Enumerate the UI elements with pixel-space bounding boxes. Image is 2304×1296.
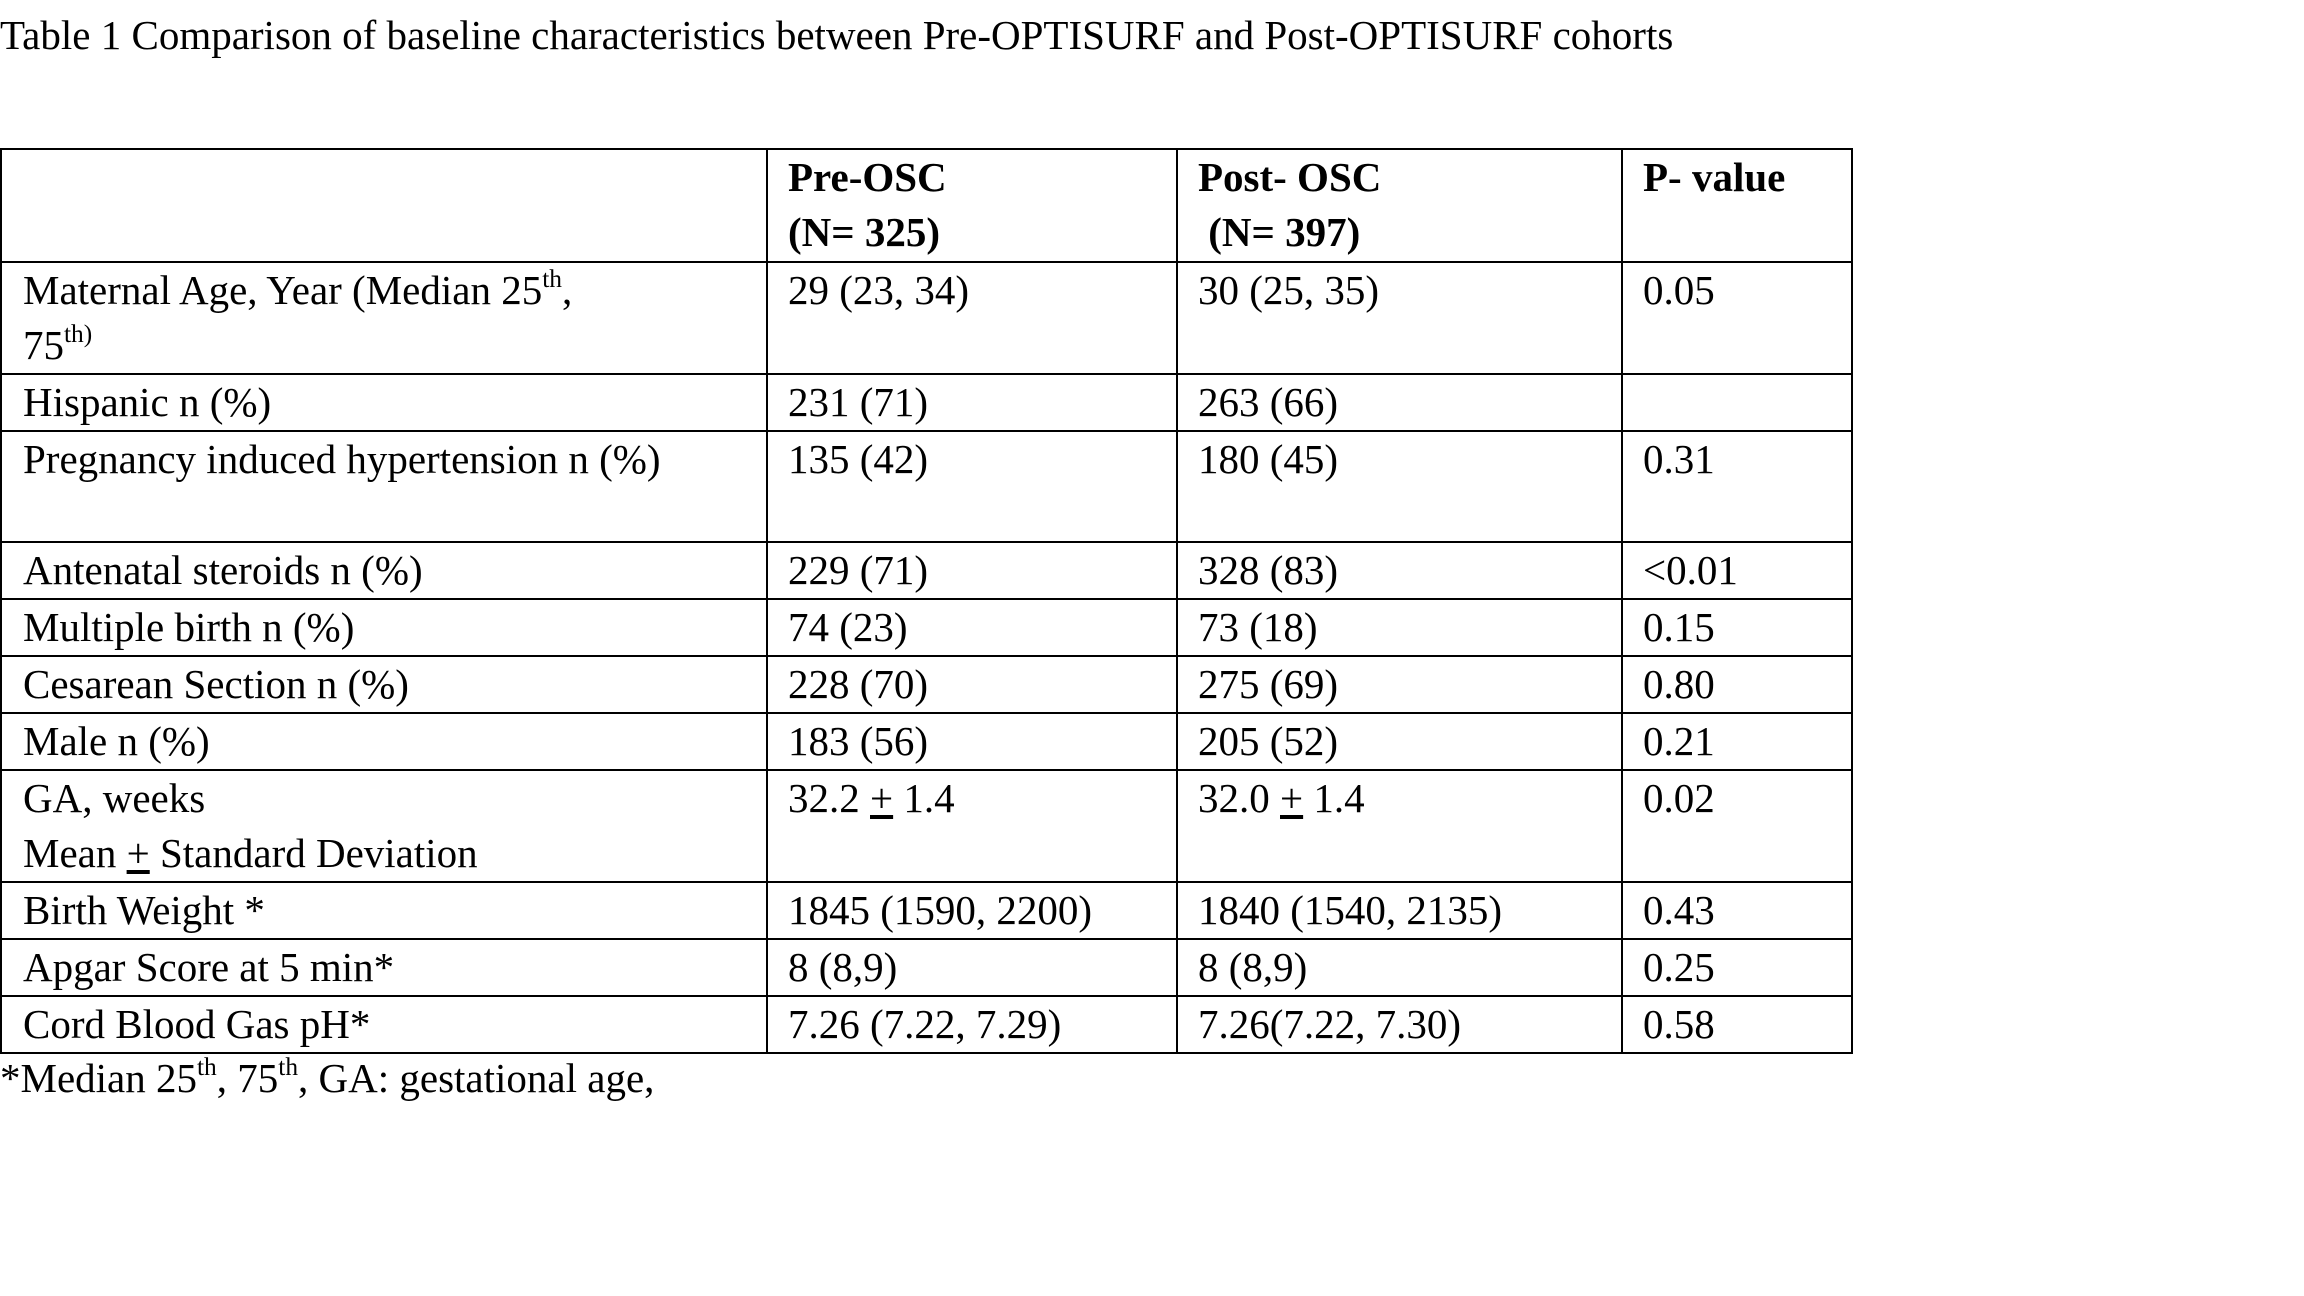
- cell-p: 0.15: [1621, 598, 1853, 657]
- cell-p: 0.02: [1621, 769, 1853, 883]
- footnote-sup-th-2: th: [278, 1053, 299, 1082]
- table-row: Hispanic n (%) 231 (71) 263 (66): [0, 373, 1853, 432]
- table-row: Birth Weight * 1845 (1590, 2200) 1840 (1…: [0, 881, 1853, 940]
- footnote-75: , 75: [216, 1055, 279, 1101]
- plus-minus-symbol: +: [1280, 775, 1304, 821]
- row-label: Antenatal steroids n (%): [0, 541, 768, 600]
- baseline-characteristics-table: Pre-OSC (N= 325) Post- OSC (N= 397) P- v…: [0, 148, 1853, 1054]
- ga-label-mean: Mean: [23, 830, 127, 876]
- table-row: Antenatal steroids n (%) 229 (71) 328 (8…: [0, 541, 1853, 600]
- cell-post: 205 (52): [1176, 712, 1623, 771]
- header-p-value: P- value: [1621, 148, 1853, 263]
- ga-pre-sd: 1.4: [893, 775, 955, 821]
- cell-p: 0.05: [1621, 261, 1853, 375]
- cell-post: 1840 (1540, 2135): [1176, 881, 1623, 940]
- cell-post: 275 (69): [1176, 655, 1623, 714]
- footnote-median: *Median 25: [0, 1055, 197, 1101]
- cell-pre: 228 (70): [766, 655, 1178, 714]
- row-label-maternal-age: Maternal Age, Year (Median 25th, 75th): [0, 261, 768, 375]
- cell-post: 73 (18): [1176, 598, 1623, 657]
- header-blank-cell: [0, 148, 768, 263]
- table-header-row: Pre-OSC (N= 325) Post- OSC (N= 397) P- v…: [0, 148, 1853, 263]
- table-footnote: *Median 25th, 75th, GA: gestational age,: [0, 1050, 654, 1106]
- row-label: Birth Weight *: [0, 881, 768, 940]
- header-pre-osc-n: (N= 325): [788, 209, 941, 255]
- plus-minus-symbol: +: [870, 775, 894, 821]
- cell-post: 180 (45): [1176, 430, 1623, 543]
- cell-p: 0.25: [1621, 938, 1853, 997]
- cell-pre: 32.2 + 1.4: [766, 769, 1178, 883]
- cell-pre: 29 (23, 34): [766, 261, 1178, 375]
- maternal-age-label-text: Maternal Age, Year (Median 25: [23, 267, 543, 313]
- row-label: Male n (%): [0, 712, 768, 771]
- cell-pre: 231 (71): [766, 373, 1178, 432]
- row-label-ga: GA, weeks Mean + Standard Deviation: [0, 769, 768, 883]
- cell-pre: 135 (42): [766, 430, 1178, 543]
- cell-post: 328 (83): [1176, 541, 1623, 600]
- cell-pre: 229 (71): [766, 541, 1178, 600]
- plus-minus-symbol: +: [126, 830, 150, 876]
- row-label: Pregnancy induced hypertension n (%): [0, 430, 768, 543]
- cell-p: 0.21: [1621, 712, 1853, 771]
- table-row: GA, weeks Mean + Standard Deviation 32.2…: [0, 769, 1853, 883]
- cell-p: 0.43: [1621, 881, 1853, 940]
- ga-label-sd: Standard Deviation: [149, 830, 478, 876]
- header-post-osc-n: (N= 397): [1198, 209, 1361, 255]
- cell-p: 0.31: [1621, 430, 1853, 543]
- cell-pre: 7.26 (7.22, 7.29): [766, 995, 1178, 1054]
- table-row: Cesarean Section n (%) 228 (70) 275 (69)…: [0, 655, 1853, 714]
- cell-pre: 183 (56): [766, 712, 1178, 771]
- cell-post: 8 (8,9): [1176, 938, 1623, 997]
- table-caption: Table 1 Comparison of baseline character…: [0, 12, 1674, 58]
- ga-pre-mean: 32.2: [788, 775, 870, 821]
- cell-p: [1621, 373, 1853, 432]
- table-row: Apgar Score at 5 min* 8 (8,9) 8 (8,9) 0.…: [0, 938, 1853, 997]
- cell-post: 7.26(7.22, 7.30): [1176, 995, 1623, 1054]
- cell-post: 32.0 + 1.4: [1176, 769, 1623, 883]
- table-row: Multiple birth n (%) 74 (23) 73 (18) 0.1…: [0, 598, 1853, 657]
- table-row: Maternal Age, Year (Median 25th, 75th) 2…: [0, 261, 1853, 375]
- cell-post: 263 (66): [1176, 373, 1623, 432]
- ga-post-mean: 32.0: [1198, 775, 1280, 821]
- cell-p: <0.01: [1621, 541, 1853, 600]
- row-label: Cesarean Section n (%): [0, 655, 768, 714]
- maternal-age-75: 75: [23, 322, 64, 368]
- cell-p: 0.80: [1621, 655, 1853, 714]
- row-label: Apgar Score at 5 min*: [0, 938, 768, 997]
- cell-post: 30 (25, 35): [1176, 261, 1623, 375]
- table-row: Cord Blood Gas pH* 7.26 (7.22, 7.29) 7.2…: [0, 995, 1853, 1054]
- table-row: Pregnancy induced hypertension n (%) 135…: [0, 430, 1853, 543]
- cell-pre: 1845 (1590, 2200): [766, 881, 1178, 940]
- header-post-osc: Post- OSC (N= 397): [1176, 148, 1623, 263]
- maternal-age-sup-th: th: [542, 265, 562, 294]
- header-pre-osc: Pre-OSC (N= 325): [766, 148, 1178, 263]
- cell-pre: 74 (23): [766, 598, 1178, 657]
- header-post-osc-title: Post- OSC: [1198, 154, 1382, 200]
- row-label: Multiple birth n (%): [0, 598, 768, 657]
- row-label: Hispanic n (%): [0, 373, 768, 432]
- header-pre-osc-title: Pre-OSC: [788, 154, 947, 200]
- footnote-sup-th: th: [197, 1053, 217, 1082]
- ga-post-sd: 1.4: [1303, 775, 1365, 821]
- cell-pre: 8 (8,9): [766, 938, 1178, 997]
- cell-p: 0.58: [1621, 995, 1853, 1054]
- table-row: Male n (%) 183 (56) 205 (52) 0.21: [0, 712, 1853, 771]
- maternal-age-comma: ,: [561, 267, 573, 313]
- ga-label-line1: GA, weeks: [23, 775, 206, 821]
- maternal-age-sup-th-2: th): [64, 320, 93, 349]
- footnote-ga: , GA: gestational age,: [298, 1055, 655, 1101]
- row-label: Cord Blood Gas pH*: [0, 995, 768, 1054]
